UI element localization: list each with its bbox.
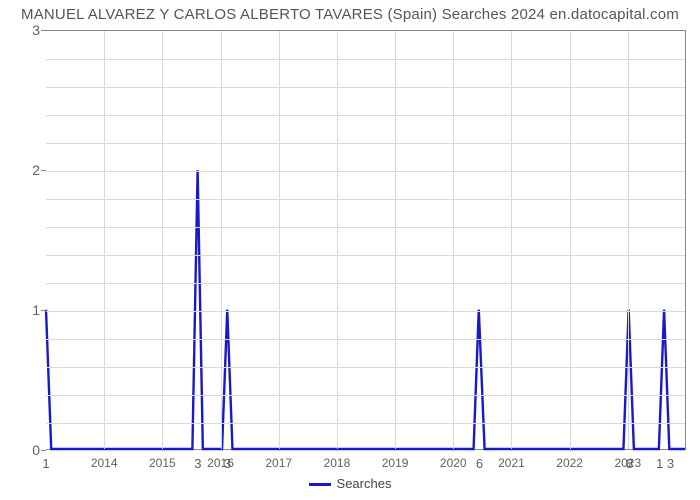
callout-label: 1 [42, 456, 49, 471]
x-tick-label: 2015 [149, 456, 176, 470]
series-path [46, 170, 685, 449]
gridline-v [628, 31, 629, 449]
line-series [46, 31, 685, 449]
plot-area [46, 30, 686, 450]
x-tick-label: 2019 [382, 456, 409, 470]
gridline-h-minor [46, 143, 685, 144]
gridline-h-minor [46, 199, 685, 200]
gridline-h [46, 311, 685, 312]
x-tick-label: 2020 [440, 456, 467, 470]
y-tick-mark [41, 450, 46, 451]
x-tick-label: 2018 [324, 456, 351, 470]
gridline-v [337, 31, 338, 449]
y-tick-label: 0 [20, 442, 40, 458]
callout-label: 3 [194, 456, 201, 471]
gridline-v [570, 31, 571, 449]
y-tick-mark [41, 170, 46, 171]
gridline-v [279, 31, 280, 449]
gridline-h-minor [46, 339, 685, 340]
gridline-v [221, 31, 222, 449]
gridline-h [46, 171, 685, 172]
gridline-h-minor [46, 395, 685, 396]
y-tick-mark [41, 30, 46, 31]
callout-label: 8 [626, 456, 633, 471]
gridline-v [395, 31, 396, 449]
x-tick-label: 2014 [91, 456, 118, 470]
y-tick-label: 2 [20, 162, 40, 178]
legend-swatch [309, 483, 331, 486]
x-tick-label: 2017 [265, 456, 292, 470]
gridline-h-minor [46, 59, 685, 60]
gridline-h-minor [46, 423, 685, 424]
y-tick-mark [41, 310, 46, 311]
y-tick-label: 3 [20, 22, 40, 38]
chart-container: MANUEL ALVAREZ Y CARLOS ALBERTO TAVARES … [0, 0, 700, 500]
x-tick-label: 2022 [556, 456, 583, 470]
callout-label: 6 [476, 456, 483, 471]
x-tick-label: 2021 [498, 456, 525, 470]
gridline-v [453, 31, 454, 449]
callout-label: 1 3 [656, 456, 674, 471]
gridline-v [104, 31, 105, 449]
gridline-v [162, 31, 163, 449]
legend: Searches [0, 476, 700, 491]
legend-label: Searches [337, 476, 392, 491]
gridline-v [511, 31, 512, 449]
gridline-h-minor [46, 115, 685, 116]
y-tick-label: 1 [20, 302, 40, 318]
gridline-h-minor [46, 87, 685, 88]
gridline-h-minor [46, 227, 685, 228]
callout-label: 3 [224, 456, 231, 471]
chart-title: MANUEL ALVAREZ Y CARLOS ALBERTO TAVARES … [0, 6, 700, 23]
gridline-h-minor [46, 283, 685, 284]
gridline-h-minor [46, 367, 685, 368]
gridline-h-minor [46, 255, 685, 256]
